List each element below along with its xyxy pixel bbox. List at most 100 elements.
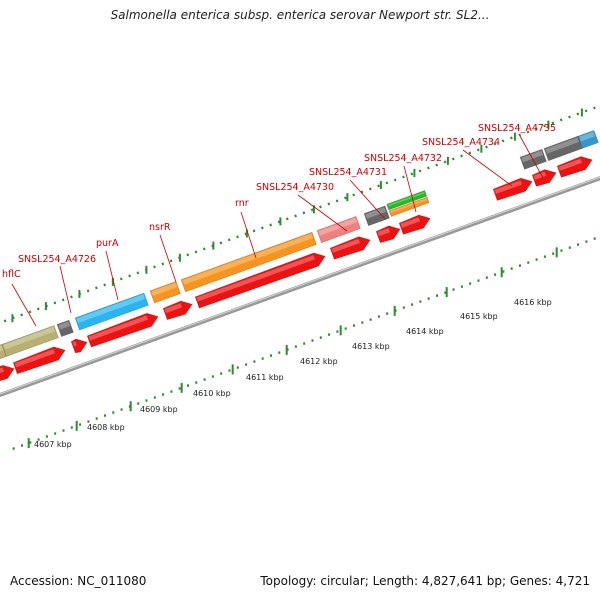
ruler-dot (203, 378, 206, 381)
tick-dot (518, 133, 522, 137)
tick-dot (70, 295, 73, 299)
ruler-dot (253, 360, 256, 363)
tick-dot (584, 109, 588, 113)
tick-dot (551, 121, 555, 125)
gene-label-connector (297, 194, 348, 232)
forward-gene-arrow-shine (494, 180, 523, 194)
tick-dot (310, 208, 314, 212)
ruler-dot (386, 312, 389, 315)
kbp-label: 4612 kbp (300, 357, 338, 366)
tick-major (212, 241, 215, 250)
gene-label-connector (105, 250, 119, 301)
ruler-dot (369, 318, 372, 321)
tick-dot (460, 154, 463, 158)
tick-dot (95, 286, 98, 290)
kbp-label: 4616 kbp (514, 298, 552, 307)
tick-dot (427, 166, 430, 170)
gray-gene (519, 148, 547, 170)
tick-major (111, 277, 114, 286)
ruler-dot (336, 330, 339, 333)
ruler-dot (535, 258, 538, 261)
ruler-dot (95, 417, 98, 420)
olive-gene-shine (3, 326, 56, 350)
tick-dot (186, 253, 190, 257)
topology-summary: Topology: circular; Length: 4,827,641 bp… (260, 574, 590, 588)
ruler-tick (555, 247, 558, 258)
gray-gene-shine (545, 137, 580, 154)
pink-gene-shine (318, 217, 358, 236)
forward-gene-arrow-shine (0, 367, 5, 374)
ruler-tick (129, 401, 132, 412)
tick-dot (468, 151, 472, 155)
ruler-dot (452, 288, 455, 291)
ruler-dot (361, 321, 364, 324)
orange-gene-nsrR (149, 281, 181, 304)
ruler-dot (568, 246, 571, 249)
forward-gene-arrow (194, 252, 326, 309)
ruler-tick (27, 438, 30, 449)
tick-dot (269, 223, 273, 227)
green-gene-shine (388, 191, 425, 207)
ruler-dot (518, 264, 521, 267)
tick-dot (294, 214, 297, 218)
forward-gene-arrow (162, 300, 193, 321)
gene-label-connector (349, 179, 386, 220)
gene-label-snsl254_a4726[interactable]: SNSL254_A4726 (18, 254, 96, 265)
gene-label-nsrr[interactable]: nsrR (149, 222, 171, 233)
orange-gene-shine (390, 198, 427, 214)
ruler-dot (211, 375, 214, 378)
forward-gene-arrow (70, 338, 88, 354)
tick-dot (501, 139, 505, 143)
gene-label-snsl254_a4731[interactable]: SNSL254_A4731 (309, 167, 387, 178)
kbp-label: 4610 kbp (193, 389, 231, 398)
tick-dot (53, 301, 57, 305)
gray-gene (56, 319, 74, 338)
gene-label-snsl254_a4732[interactable]: SNSL254_A4732 (364, 153, 442, 164)
tick-dot (402, 175, 405, 179)
gene-label-rnr[interactable]: rnr (235, 198, 249, 209)
ruler-dot (494, 273, 497, 276)
ruler-dot (411, 303, 414, 306)
tick-major (312, 205, 315, 214)
gene-label-connector (240, 211, 257, 259)
gene-label-snsl254_a4735[interactable]: SNSL254_A4735 (478, 123, 556, 134)
kbp-label: 4614 kbp (406, 327, 444, 336)
tick-dot (368, 187, 372, 191)
tick-major (145, 265, 148, 274)
gray-gene-shine (58, 321, 71, 330)
ruler-dot (236, 366, 239, 369)
gene-label-hflc[interactable]: hflC (2, 269, 21, 280)
olive-gene (0, 343, 7, 360)
tick-dot (285, 217, 289, 221)
forward-gene-arrow-shine (196, 255, 316, 302)
tick-dot (493, 142, 497, 146)
pink-gene (316, 216, 361, 244)
tick-dot (576, 112, 580, 116)
ruler-tick (180, 382, 183, 393)
blue-gene (577, 130, 599, 149)
ruler-dot (543, 255, 546, 258)
tick-dot (169, 259, 173, 263)
tick-dot (410, 172, 414, 176)
genome-backbone (0, 176, 600, 398)
ruler-dot (344, 327, 347, 330)
ruler-tick (445, 287, 448, 298)
gene-label-pura[interactable]: purA (96, 238, 119, 249)
ruler-dot (477, 279, 480, 282)
tick-major (44, 302, 47, 311)
kbp-label: 4615 kbp (460, 312, 498, 321)
gene-label-snsl254_a4730[interactable]: SNSL254_A4730 (256, 182, 334, 193)
tick-dot (568, 115, 571, 119)
ruler-dot (178, 387, 181, 390)
forward-gene-arrow-shine (400, 217, 421, 228)
tick-dot (344, 196, 347, 200)
tick-dot (28, 310, 32, 314)
ruler-dot (352, 324, 355, 327)
ruler-dot (502, 270, 505, 273)
kbp-label: 4613 kbp (352, 342, 390, 351)
ruler-dot (228, 369, 231, 372)
gene-label-snsl254_a4734[interactable]: SNSL254_A4734 (422, 137, 500, 148)
tick-dot (385, 181, 389, 185)
tick-major (78, 290, 81, 299)
ruler-dot (593, 237, 596, 240)
